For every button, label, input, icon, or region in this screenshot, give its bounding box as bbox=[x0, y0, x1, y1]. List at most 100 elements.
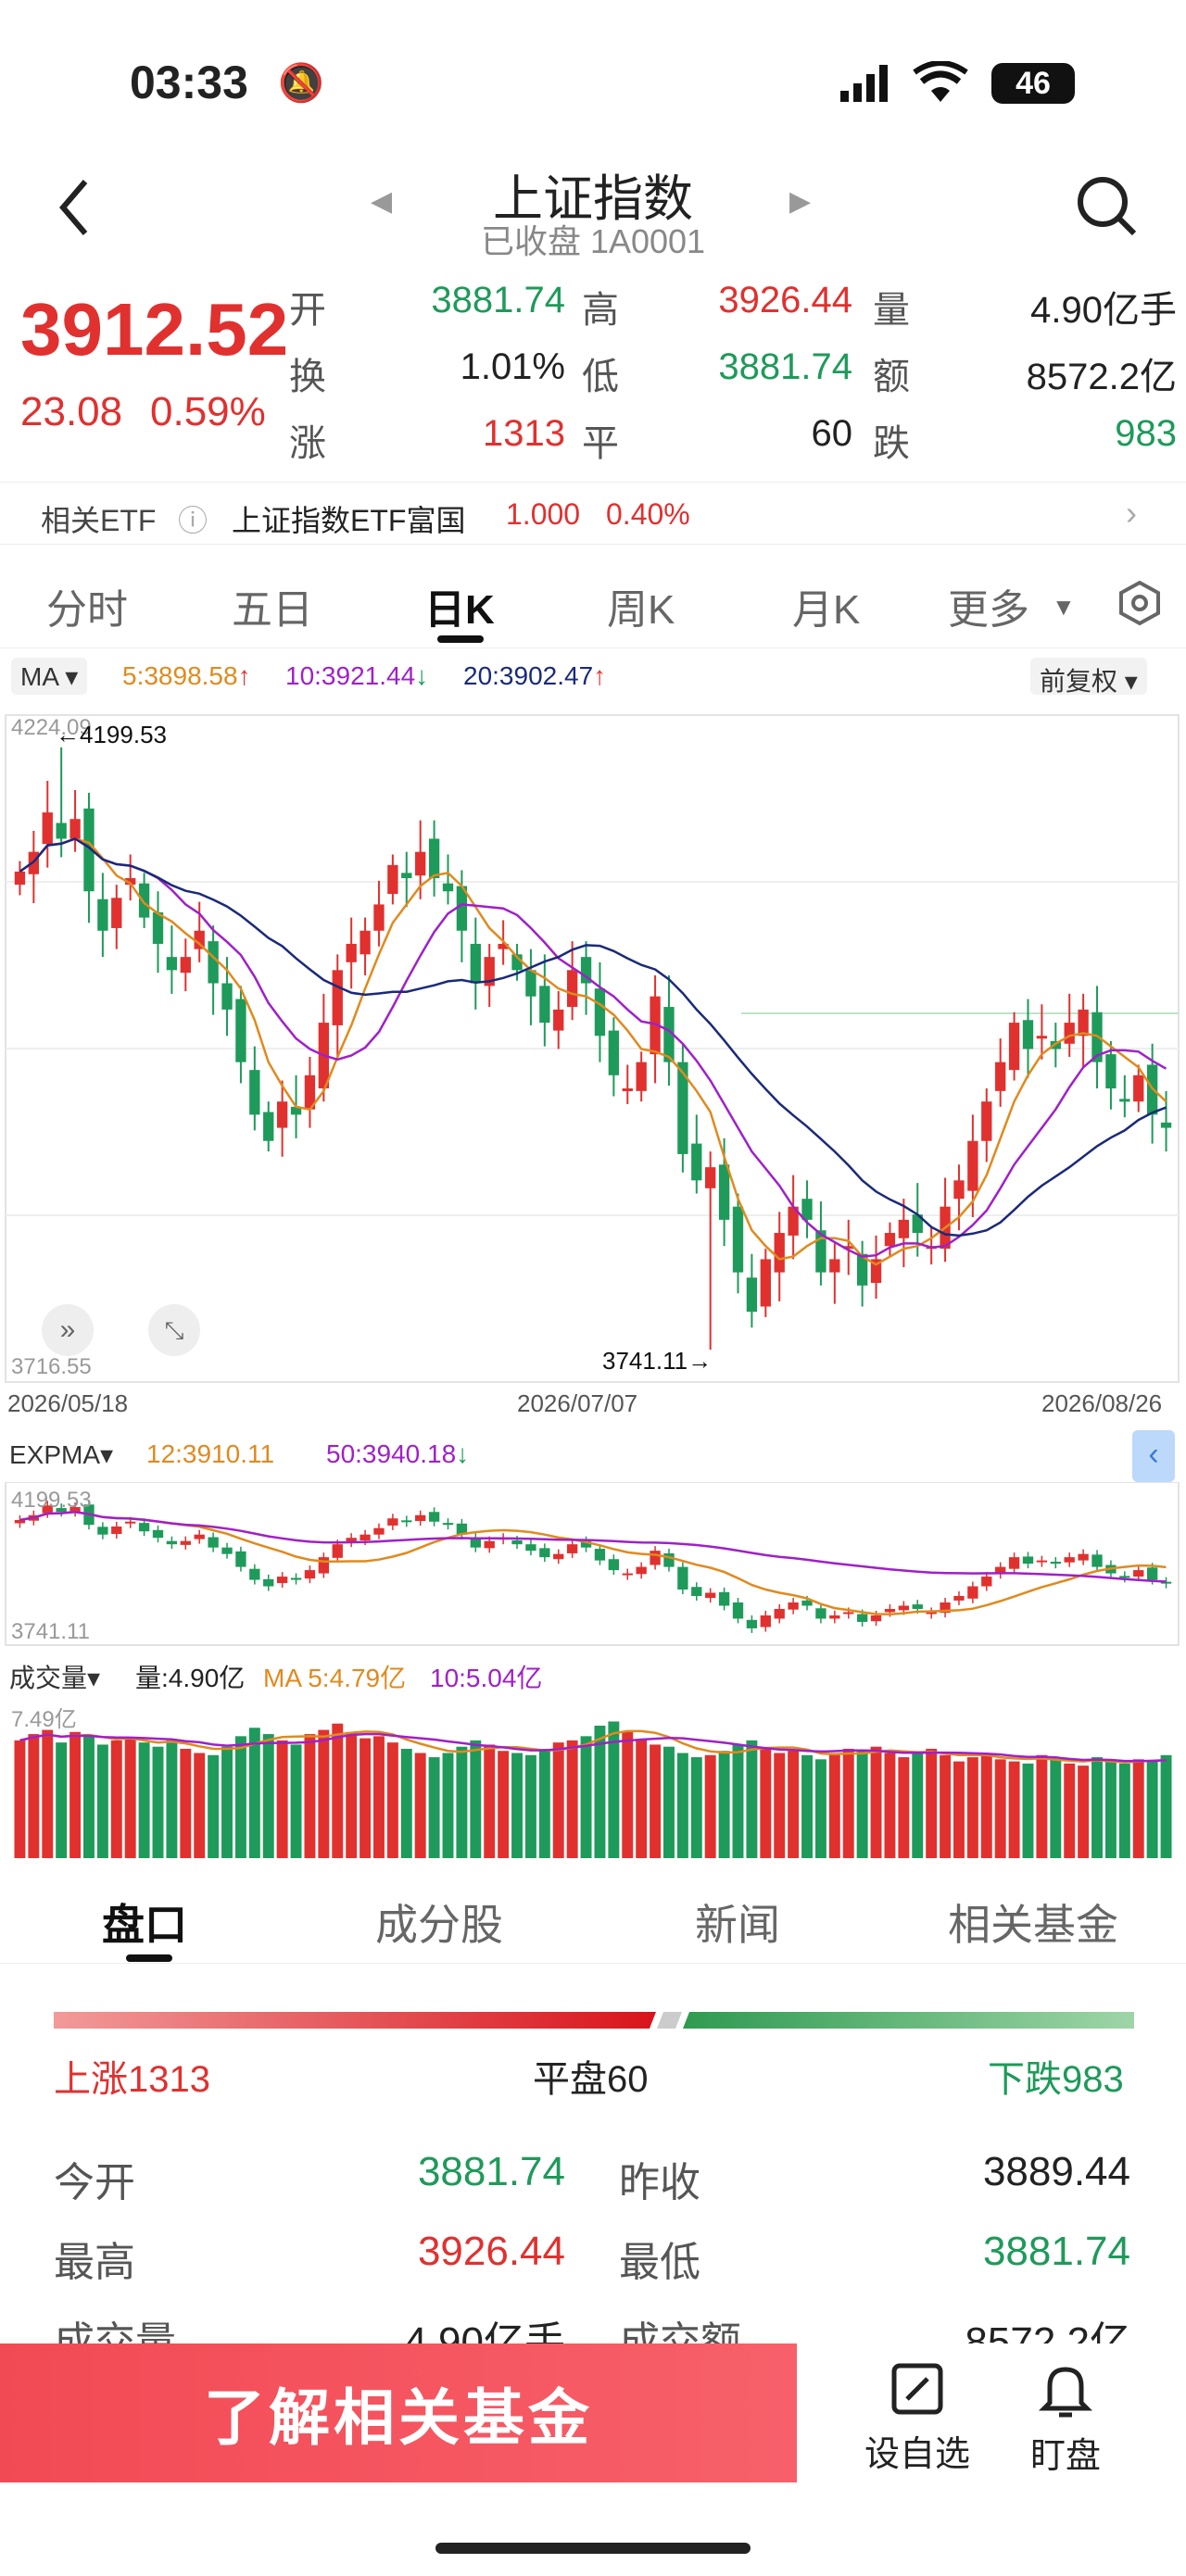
volume-bars bbox=[14, 1721, 1172, 1858]
volume-indicator-text: 成交量 bbox=[9, 1664, 88, 1692]
header: ◀ 上证指数 已收盘 1A0001 ▶ bbox=[0, 157, 1186, 269]
expma-body bbox=[221, 1547, 233, 1554]
expma-body bbox=[69, 1507, 81, 1513]
expma-body bbox=[428, 1512, 440, 1522]
search-icon[interactable] bbox=[1075, 174, 1140, 244]
candle-body bbox=[511, 954, 523, 971]
candle-body bbox=[967, 1140, 978, 1191]
volume-bar bbox=[1160, 1754, 1172, 1858]
ma-indicator-bar: MA ▾ 5:3898.58↑ 10:3921.44↓ 20:3902.47↑ … bbox=[0, 648, 1186, 704]
candle-body bbox=[332, 970, 343, 1025]
ma-selector[interactable]: MA ▾ bbox=[11, 658, 88, 695]
price-change: 23.08 bbox=[20, 389, 123, 434]
candle-body bbox=[138, 883, 150, 918]
expma-body bbox=[815, 1608, 826, 1619]
volume-ma5: MA 5:4.79亿 bbox=[263, 1664, 407, 1692]
clock: 03:33 bbox=[130, 57, 248, 108]
tab-related-funds[interactable]: 相关基金 bbox=[948, 1901, 1118, 1949]
expma-lines bbox=[19, 1511, 1167, 1616]
panel-label: 今开 bbox=[54, 2160, 135, 2205]
tab-intraday[interactable]: 分时 bbox=[46, 587, 128, 633]
volume-bar bbox=[152, 1746, 164, 1858]
ma5-text: 5:3898.58 bbox=[122, 661, 238, 690]
candle-body bbox=[470, 943, 481, 984]
tab-daily-k[interactable]: 日K bbox=[424, 587, 495, 633]
candle-body bbox=[180, 957, 191, 974]
tab-quote-panel[interactable]: 盘口 bbox=[102, 1901, 187, 1949]
candle-body bbox=[484, 957, 495, 986]
volume-bar bbox=[1146, 1761, 1158, 1858]
volume-bar bbox=[912, 1753, 924, 1858]
candle-body bbox=[815, 1230, 826, 1273]
expma-label[interactable]: EXPMA▾ bbox=[9, 1440, 114, 1469]
candle-body bbox=[428, 838, 440, 879]
expma-chart[interactable]: EXPMA▾ 12:3910.11 50:3940.18↓ ‹ 4199.53 … bbox=[0, 1426, 1186, 1649]
back-icon[interactable] bbox=[46, 174, 102, 239]
chevron-right-icon: › bbox=[1126, 494, 1137, 532]
home-indicator bbox=[435, 2543, 751, 2554]
ma-line bbox=[19, 837, 1167, 1258]
watch-alert-button[interactable]: 盯盘 bbox=[1010, 2362, 1121, 2478]
volume-bar bbox=[373, 1736, 385, 1858]
tab-more[interactable]: 更多 bbox=[948, 587, 1029, 633]
volume-chart[interactable]: 成交量▾ 量:4.90亿 MA 5:4.79亿 10:5.04亿 7.49亿 bbox=[0, 1649, 1186, 1871]
info-icon[interactable]: ⓘ bbox=[178, 504, 208, 537]
candle-body bbox=[760, 1259, 771, 1307]
prev-arrow-icon[interactable]: ◀ bbox=[371, 186, 393, 217]
candle-body bbox=[566, 970, 578, 1008]
fullscreen-icon[interactable]: ⤡ bbox=[148, 1304, 200, 1356]
candle-body bbox=[373, 904, 385, 931]
volume-bar bbox=[414, 1753, 426, 1858]
expma-body bbox=[856, 1614, 868, 1622]
volume-bar bbox=[1008, 1761, 1020, 1858]
volume-bar bbox=[1091, 1757, 1103, 1858]
candle-body bbox=[401, 873, 412, 879]
stat-label: 平 bbox=[582, 423, 619, 464]
panel-value: 3889.44 bbox=[982, 2149, 1130, 2194]
ma10-value: 10:3921.44↓ bbox=[285, 661, 429, 690]
candle-body bbox=[304, 1074, 316, 1110]
expand-left-icon[interactable]: » bbox=[42, 1304, 94, 1356]
expma-line bbox=[19, 1511, 1167, 1583]
breadth-flat: 平盘60 bbox=[533, 2059, 649, 2100]
expma-line bbox=[19, 1511, 1167, 1616]
learn-funds-button[interactable]: 了解相关基金 bbox=[0, 2344, 797, 2482]
quote-panel: 今开 3881.74 昨收 3889.44 最高 3926.44 最低 3881.74 成交量 4… bbox=[0, 2149, 1186, 2365]
expma-body bbox=[553, 1553, 564, 1560]
tab-news[interactable]: 新闻 bbox=[695, 1901, 780, 1949]
settings-hex-icon[interactable] bbox=[1117, 580, 1163, 631]
expma-body bbox=[884, 1608, 896, 1613]
stat-label: 开 bbox=[289, 290, 326, 331]
expma-body bbox=[415, 1514, 426, 1522]
stat-value: 3881.74 bbox=[431, 280, 565, 320]
volume-label[interactable]: 成交量▾ bbox=[9, 1664, 101, 1692]
volume-bar bbox=[56, 1742, 68, 1858]
volume-bar bbox=[110, 1740, 122, 1858]
expma-body bbox=[967, 1586, 978, 1599]
kline-candles bbox=[14, 747, 1172, 1351]
adjust-selector[interactable]: 前复权 ▾ bbox=[1030, 658, 1147, 696]
candle-body bbox=[1022, 1020, 1034, 1049]
date-end: 2026/08/26 bbox=[1041, 1389, 1163, 1417]
expma-body bbox=[125, 1521, 136, 1524]
add-watchlist-button[interactable]: 设自选 bbox=[862, 2362, 973, 2476]
volume-bar bbox=[484, 1744, 496, 1858]
volume-bar bbox=[801, 1754, 813, 1858]
expma-body bbox=[774, 1608, 785, 1619]
expma-body bbox=[580, 1540, 592, 1548]
kline-chart[interactable]: 4224.09 ←4199.53 3741.11→ 3716.55 » ⤡ 20… bbox=[0, 704, 1186, 1426]
related-etf-row[interactable]: 相关ETF ⓘ 上证指数ETF富国 1.000 0.40% › bbox=[0, 482, 1186, 545]
tab-monthly-k[interactable]: 月K bbox=[792, 587, 861, 633]
next-arrow-icon[interactable]: ▶ bbox=[789, 186, 812, 217]
collapse-panel-icon[interactable]: ‹ bbox=[1132, 1430, 1175, 1482]
tab-five-day[interactable]: 五日 bbox=[232, 587, 313, 633]
stat-label: 低 bbox=[582, 357, 619, 397]
candle-body bbox=[1008, 1023, 1020, 1071]
candle-body bbox=[650, 996, 661, 1055]
tab-constituents[interactable]: 成分股 bbox=[375, 1901, 503, 1949]
tab-weekly-k[interactable]: 周K bbox=[607, 587, 675, 633]
volume-bar bbox=[428, 1757, 440, 1858]
candle-body bbox=[14, 871, 26, 886]
expma-body bbox=[594, 1549, 606, 1561]
candle-body bbox=[194, 930, 205, 949]
